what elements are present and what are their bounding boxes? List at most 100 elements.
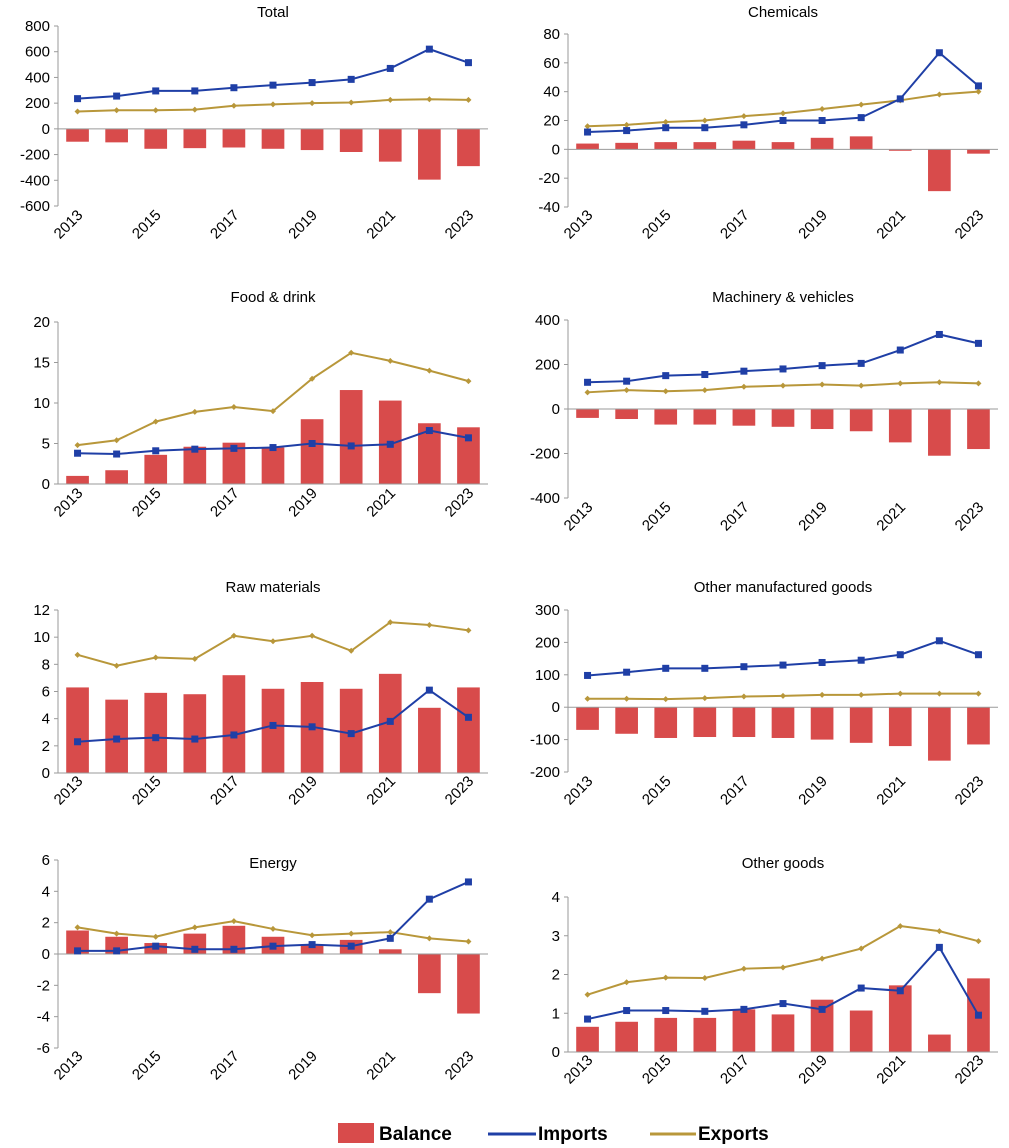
chart5-xtick-label: 2015: [129, 773, 165, 809]
chart1-xtick-label: 2013: [51, 207, 87, 243]
chart3-xtick-label: 2019: [285, 485, 321, 521]
chart7-imports-point: [269, 942, 277, 950]
chart5-title: Raw materials: [225, 579, 320, 596]
chart2-imports-point: [623, 127, 631, 135]
chart5-xtick-label: 2017: [207, 773, 243, 809]
chart8-bar: [732, 1009, 756, 1052]
chart3-imports-point: [191, 445, 199, 453]
chart8-imports-point: [623, 1007, 631, 1015]
chart4-bar: [849, 409, 873, 432]
chart4-imports-point: [935, 330, 943, 338]
chart2-bar: [771, 142, 795, 150]
chart1-bar: [105, 128, 128, 143]
chart2-imports-point: [896, 95, 904, 103]
chart5-exports-point: [387, 619, 394, 626]
chart4-xtick-label: 2019: [795, 499, 831, 535]
chart8-imports-point: [740, 1005, 748, 1013]
chart4-exports-point: [975, 380, 982, 387]
chart2-imports-point: [935, 49, 943, 57]
chart2-bar: [967, 149, 990, 154]
chart2-ytick-label: -20: [538, 170, 560, 187]
chart8-imports-point: [818, 1005, 826, 1013]
chart7-imports-point: [464, 878, 472, 886]
chart4-imports-point: [623, 377, 631, 385]
chart4-xtick-label: 2013: [561, 499, 597, 535]
chart5-ytick-label: 6: [42, 684, 50, 701]
chart8-imports-line: [587, 945, 980, 1021]
chart4-bar: [810, 409, 834, 430]
chart2-ytick-label: -40: [538, 199, 560, 216]
chart8-exports-point: [936, 928, 943, 935]
chart8-exports-point: [897, 923, 904, 930]
chart7-exports-point: [348, 930, 355, 937]
chart3-exports-point: [426, 367, 433, 374]
chart3-ytick-label: 15: [33, 355, 50, 372]
chart8-imports-point: [896, 987, 904, 995]
chart6-exports-point: [897, 690, 904, 697]
chart1-ytick-label: -400: [20, 172, 50, 189]
chart1-ytick-label: -200: [20, 147, 50, 164]
chart5-imports-point: [74, 738, 82, 746]
chart6-ytick-label: 100: [535, 667, 560, 684]
chart5-exports-point: [348, 647, 355, 654]
chart6-imports-point: [818, 658, 826, 666]
chart5-bar: [457, 687, 480, 773]
chart7-imports-point: [230, 945, 238, 953]
chart4-exports-point: [897, 380, 904, 387]
chart4-exports-point: [819, 381, 826, 388]
chart5-exports-point: [74, 651, 81, 658]
chart3-title: Food & drink: [230, 289, 316, 306]
chart3-exports-point: [191, 408, 198, 415]
chart6-bar: [771, 707, 795, 738]
chart8-imports-point: [935, 943, 943, 951]
chart3-imports-point: [230, 444, 238, 452]
chart7-xtick-label: 2019: [285, 1048, 321, 1084]
chart8-exports-line: [587, 925, 979, 996]
chart6-xtick-label: 2019: [795, 773, 831, 809]
chart3-ytick-label: 0: [42, 476, 50, 493]
chart3-bar: [457, 427, 480, 484]
chart7-imports-point: [191, 945, 199, 953]
chart1-imports-point: [464, 59, 472, 67]
chart8-ytick-label: 0: [552, 1044, 560, 1061]
chart4-xtick-label: 2023: [952, 499, 988, 535]
chart6-ytick-label: 300: [535, 602, 560, 619]
chart3-imports-point: [74, 449, 82, 457]
chart7-exports-point: [152, 933, 159, 940]
chart3-ytick-label: 10: [33, 395, 50, 412]
chart1-imports-point: [230, 84, 238, 92]
chart8-bar: [615, 1021, 638, 1052]
chart1-bar: [261, 128, 285, 149]
chart6-bar: [654, 707, 678, 738]
chart2-imports-point: [974, 82, 982, 90]
chart6-bar: [967, 707, 990, 745]
chart8-xtick-label: 2023: [952, 1052, 988, 1088]
chart2-bar: [615, 142, 638, 150]
chart7-ytick-label: -4: [37, 1009, 50, 1026]
chart3-imports-point: [308, 440, 316, 447]
chart4-ytick-label: 0: [552, 401, 560, 418]
chart5-exports-point: [270, 638, 276, 645]
chart4-imports-point: [740, 367, 748, 375]
chart6-exports-point: [701, 695, 708, 702]
chart4-bar: [693, 409, 717, 425]
chart1-imports-point: [74, 95, 82, 103]
chart2-ytick-label: 80: [543, 26, 560, 43]
chart4-imports-point: [584, 378, 592, 386]
chart8-ytick-label: 3: [552, 928, 560, 945]
chart4-exports-point: [701, 387, 708, 394]
chart3-exports-line: [77, 351, 469, 447]
chart8-imports-point: [701, 1007, 709, 1015]
chart4-exports-point: [623, 387, 630, 394]
legend-imports-label: Imports: [538, 1124, 608, 1145]
legend-exports-label: Exports: [698, 1124, 769, 1145]
chart5-xtick-label: 2021: [363, 773, 399, 809]
chart2-exports-point: [740, 113, 747, 120]
chart4-imports-point: [701, 371, 709, 379]
chart2-exports-point: [936, 91, 943, 98]
chart7-exports-point: [309, 932, 316, 939]
chart6-ytick-label: -100: [530, 732, 560, 749]
chart6-imports-point: [974, 651, 982, 659]
chart1-bar: [144, 128, 168, 149]
chart1-xtick-label: 2015: [129, 207, 165, 243]
